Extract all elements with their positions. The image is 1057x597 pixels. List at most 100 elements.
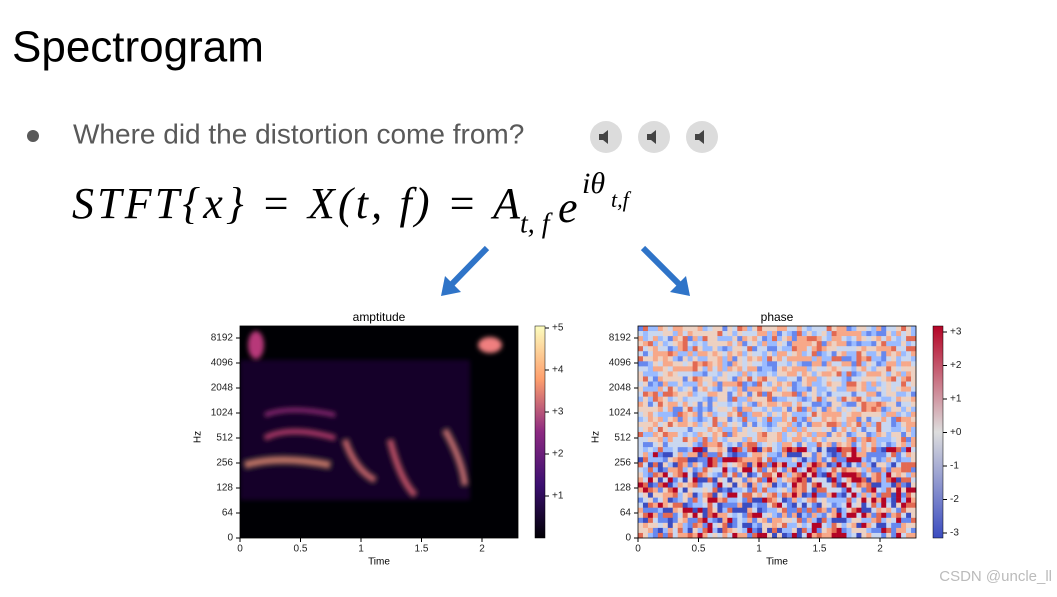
phase-cell — [717, 416, 723, 423]
phase-cell — [856, 517, 862, 524]
phase-cell — [777, 447, 783, 453]
phase-cell — [697, 462, 703, 468]
phase-cell — [846, 386, 852, 392]
phase-cell — [811, 437, 818, 443]
phase-cell — [742, 492, 748, 498]
phase-cell — [781, 406, 788, 413]
phase-cell — [901, 396, 907, 403]
phase-cell — [697, 426, 703, 433]
phase-cell — [896, 391, 902, 397]
phase-cell — [727, 532, 733, 539]
phase-cell — [752, 391, 758, 397]
phase-cell — [672, 527, 679, 534]
phase-cell — [806, 502, 813, 509]
phase-cell — [692, 527, 698, 534]
y-axis-label: Hz — [591, 431, 602, 443]
phase-cell — [727, 472, 733, 478]
phase-cell — [896, 527, 902, 534]
phase-cell — [901, 391, 907, 397]
phase-cell — [906, 336, 912, 342]
phase-cell — [717, 467, 723, 473]
phase-cell — [732, 416, 738, 423]
phase-cell — [901, 376, 907, 382]
phase-cell — [722, 366, 728, 372]
arrow — [640, 245, 683, 288]
phase-cell — [752, 462, 758, 468]
phase-cell — [836, 432, 842, 438]
phase-cell — [712, 421, 718, 428]
phase-cell — [891, 482, 897, 488]
phase-cell — [836, 502, 842, 509]
phase-cell — [866, 507, 872, 514]
phase-cell — [757, 522, 763, 529]
phase-cell — [811, 522, 818, 529]
phase-cell — [722, 381, 728, 387]
phase-cell — [796, 442, 803, 448]
phase-cell — [896, 331, 902, 337]
x-tick-label: 0.5 — [294, 544, 308, 555]
phase-cell — [796, 336, 803, 342]
phase-cell — [672, 462, 679, 468]
phase-cell — [707, 532, 713, 539]
phase-cell — [732, 371, 738, 377]
phase-cell — [796, 416, 803, 423]
phase-cell — [786, 366, 793, 372]
phase-cell — [667, 432, 674, 438]
phase-cell — [707, 421, 713, 428]
phase-cell — [816, 346, 822, 352]
phase-cell — [697, 432, 703, 438]
phase-cell — [767, 472, 773, 478]
phase-cell — [871, 341, 877, 347]
phase-cell — [767, 416, 773, 423]
phase-cell — [727, 411, 733, 418]
phase-cell — [672, 477, 679, 483]
amplitude-features — [240, 331, 502, 500]
phase-cell — [786, 467, 793, 473]
phase-cell — [707, 497, 713, 503]
phase-cell — [866, 396, 872, 403]
phase-cell — [906, 522, 912, 529]
phase-cell — [841, 421, 847, 428]
phase-cell — [702, 497, 708, 503]
phase-cell — [796, 361, 803, 367]
phase-cell — [712, 527, 718, 534]
phase-cell — [876, 326, 882, 332]
phase-cell — [757, 341, 763, 347]
phase-cell — [687, 442, 693, 448]
phase-cell — [851, 386, 857, 392]
phase-cell — [767, 386, 773, 392]
phase-cell — [727, 401, 733, 408]
phase-cell — [786, 452, 793, 458]
phase-cell — [846, 381, 852, 387]
phase-cell — [906, 527, 912, 534]
phase-cell — [871, 457, 877, 463]
phase-cell — [717, 447, 723, 453]
phase-cell — [911, 482, 917, 488]
phase-cell — [906, 452, 912, 458]
phase-cell — [667, 467, 674, 473]
phase-cell — [841, 386, 847, 392]
phase-cell — [662, 487, 669, 493]
phase-cell — [801, 447, 808, 453]
phase-cell — [856, 401, 862, 408]
phase-cell — [752, 447, 758, 453]
phase-cell — [831, 472, 837, 478]
phase-cell — [647, 401, 654, 408]
phase-cell — [861, 381, 867, 387]
phase-cell — [677, 487, 683, 493]
phase-cell — [876, 416, 882, 423]
phase-cell — [687, 497, 693, 503]
phase-cell — [791, 477, 798, 483]
phase-cell — [657, 366, 664, 372]
phase-cell — [747, 487, 753, 493]
phase-cell — [891, 527, 897, 534]
phase-cell — [856, 376, 862, 382]
phase-cell — [717, 366, 723, 372]
phase-cell — [722, 527, 728, 534]
phase-cell — [886, 527, 892, 534]
phase-cell — [866, 386, 872, 392]
phase-cell — [886, 497, 892, 503]
phase-cell — [692, 447, 698, 453]
phase-cell — [772, 386, 778, 392]
phase-cell — [762, 376, 768, 382]
